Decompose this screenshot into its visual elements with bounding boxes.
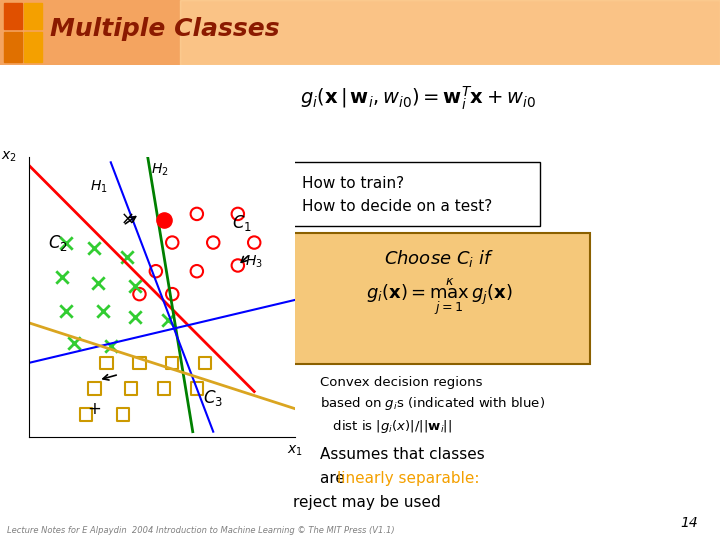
Point: [199, 359, 211, 367]
Point: [158, 215, 170, 224]
Text: $x_2$: $x_2$: [1, 150, 17, 164]
Point: [134, 290, 145, 299]
Point: [130, 281, 141, 290]
Text: $H_3$: $H_3$: [246, 253, 263, 270]
Point: [93, 278, 104, 287]
Point: [96, 307, 108, 316]
Point: [134, 359, 145, 367]
Point: [89, 244, 100, 253]
Text: linearly separable:: linearly separable:: [337, 471, 480, 486]
Point: [68, 339, 80, 347]
Text: $H_1$: $H_1$: [89, 179, 107, 195]
Point: [191, 267, 202, 275]
Bar: [4, 32, 22, 62]
Text: Convex decision regions
based on $g_i$s (indicated with blue)
   dist is $|g_i(x: Convex decision regions based on $g_i$s …: [320, 376, 546, 435]
Point: [117, 410, 129, 419]
Point: [56, 273, 68, 281]
Point: [248, 238, 260, 247]
Text: Lecture Notes for E Alpaydin  2004 Introduction to Machine Learning © The MIT Pr: Lecture Notes for E Alpaydin 2004 Introd…: [7, 526, 395, 535]
Text: $C_1$: $C_1$: [232, 213, 252, 233]
Text: Assumes that classes: Assumes that classes: [320, 447, 485, 462]
Text: $C_3$: $C_3$: [203, 388, 223, 408]
Text: How to train?
How to decide on a test?: How to train? How to decide on a test?: [302, 177, 492, 214]
Text: ×: ×: [120, 211, 134, 228]
Point: [89, 384, 100, 393]
Text: $g_i(\mathbf{x}\,|\,\mathbf{w}_i, w_{i0}) = \mathbf{w}_i^T\mathbf{x} + w_{i0}$: $g_i(\mathbf{x}\,|\,\mathbf{w}_i, w_{i0}…: [300, 84, 536, 112]
Point: [60, 238, 71, 247]
FancyBboxPatch shape: [281, 162, 540, 226]
Bar: [24, 32, 42, 62]
Point: [60, 307, 71, 316]
Bar: [180, 0, 720, 65]
Text: reject may be used: reject may be used: [293, 495, 441, 510]
Bar: [24, 3, 42, 29]
Point: [130, 313, 141, 321]
Point: [191, 384, 202, 393]
Point: [101, 359, 112, 367]
Text: $C_2$: $C_2$: [48, 233, 68, 253]
Text: $H_2$: $H_2$: [151, 162, 168, 178]
Text: Multiple Classes: Multiple Classes: [50, 17, 280, 41]
Bar: [4, 3, 22, 29]
Text: 14: 14: [680, 516, 698, 530]
Point: [150, 267, 161, 275]
Point: [232, 210, 243, 218]
Point: [105, 341, 117, 350]
Text: $g_i(\mathbf{x}) = \underset{j=1}{\overset{\kappa}{\max}}\, g_j(\mathbf{x})$: $g_i(\mathbf{x}) = \underset{j=1}{\overs…: [366, 276, 513, 317]
Point: [158, 384, 170, 393]
Point: [81, 410, 92, 419]
Point: [125, 384, 137, 393]
Point: [166, 290, 178, 299]
Point: [191, 210, 202, 218]
Text: Choose $C_i$ if: Choose $C_i$ if: [384, 248, 494, 269]
Point: [166, 359, 178, 367]
Point: [122, 253, 133, 261]
FancyBboxPatch shape: [288, 233, 590, 364]
Text: +: +: [87, 400, 102, 418]
Text: $x_1$: $x_1$: [287, 443, 303, 457]
Point: [207, 238, 219, 247]
Point: [163, 315, 174, 324]
Text: are: are: [320, 471, 350, 486]
Point: [232, 261, 243, 270]
Point: [166, 238, 178, 247]
